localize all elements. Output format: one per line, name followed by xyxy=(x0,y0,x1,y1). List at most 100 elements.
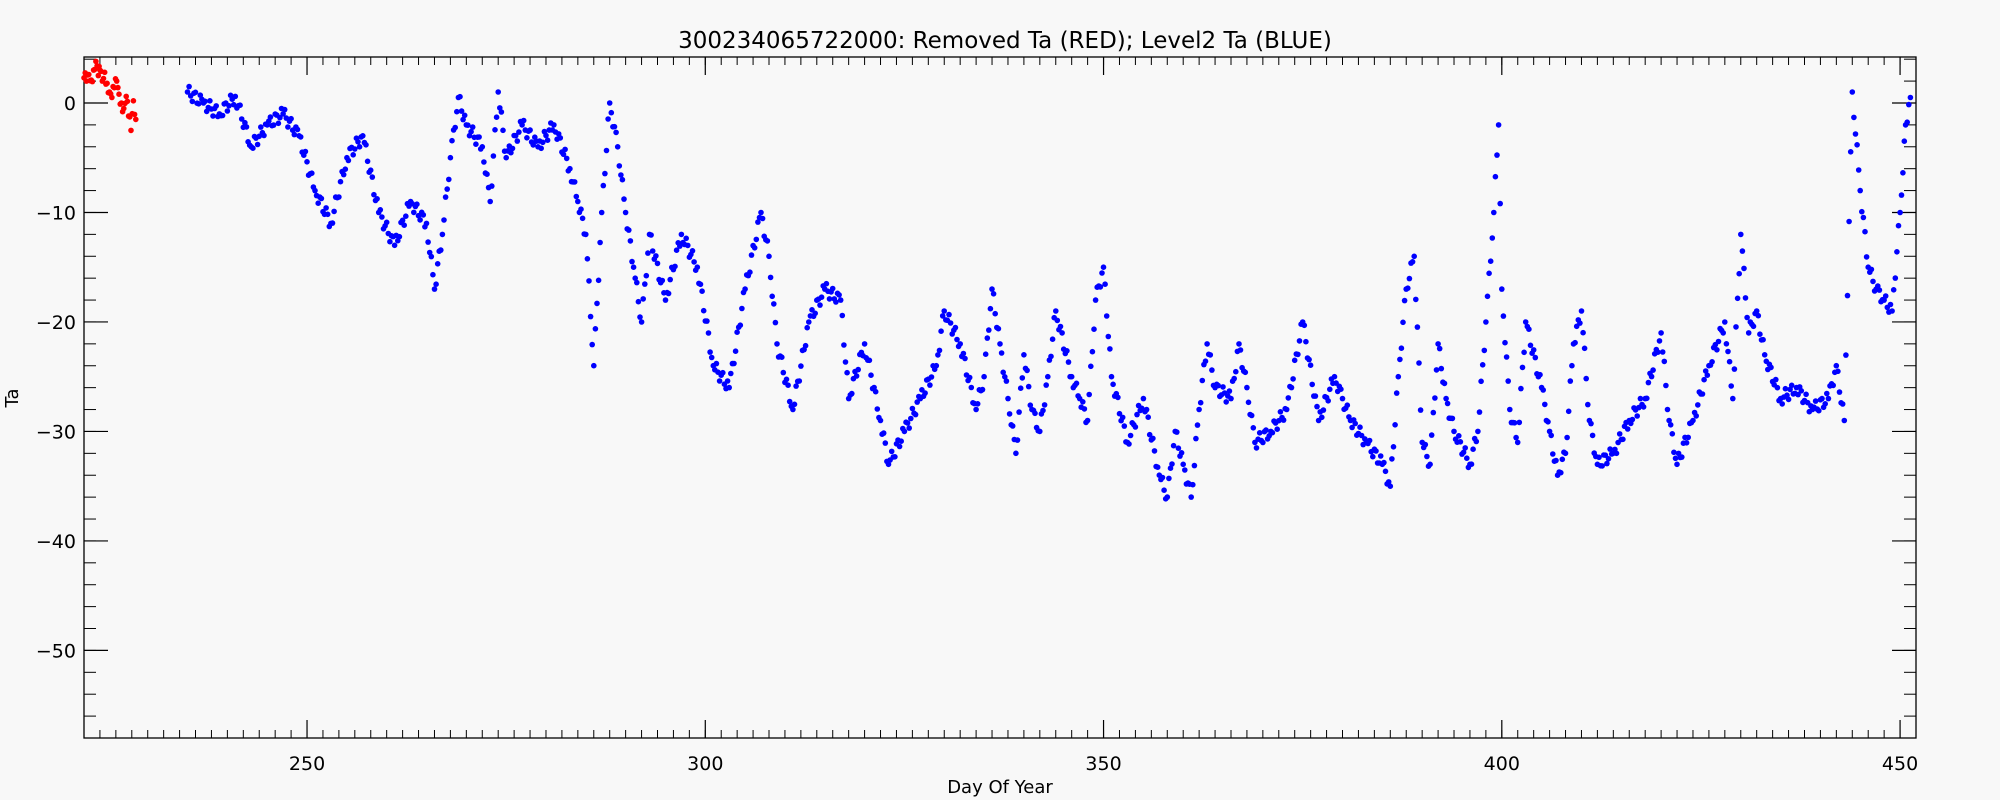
data-point xyxy=(1507,406,1513,413)
data-point xyxy=(1456,433,1462,439)
data-point xyxy=(563,155,570,162)
data-point xyxy=(941,308,947,314)
data-point xyxy=(128,127,134,134)
y-axis-label: Ta xyxy=(2,388,23,408)
data-point xyxy=(226,103,232,109)
data-point xyxy=(841,342,847,348)
data-point xyxy=(1443,395,1449,402)
data-point xyxy=(237,102,243,108)
data-point xyxy=(1194,422,1201,428)
data-point xyxy=(1366,437,1373,444)
data-point xyxy=(1188,494,1194,500)
data-point xyxy=(587,313,594,320)
data-point xyxy=(1338,386,1344,393)
data-point xyxy=(387,238,393,245)
data-point xyxy=(224,108,231,114)
data-point xyxy=(1532,354,1539,361)
data-point xyxy=(285,124,291,130)
data-point xyxy=(1530,347,1537,353)
data-point xyxy=(433,281,439,288)
data-point xyxy=(1081,406,1088,412)
data-point xyxy=(1103,313,1110,319)
data-point xyxy=(597,239,603,246)
data-point xyxy=(758,209,764,216)
data-point xyxy=(1542,401,1548,408)
data-point xyxy=(479,144,486,150)
data-point xyxy=(302,148,309,155)
data-point xyxy=(1824,390,1830,397)
data-point xyxy=(567,165,573,172)
data-point xyxy=(1540,387,1546,393)
data-point xyxy=(1191,462,1198,469)
data-point xyxy=(1596,454,1602,461)
data-point xyxy=(1760,336,1766,343)
data-point xyxy=(1049,336,1056,343)
data-point xyxy=(1894,249,1900,255)
data-point xyxy=(1779,401,1785,407)
data-point xyxy=(751,245,758,251)
data-point xyxy=(1750,323,1757,330)
data-point xyxy=(452,124,459,131)
data-point xyxy=(766,253,772,260)
data-point xyxy=(1115,394,1121,401)
data-point xyxy=(1414,324,1421,330)
data-point xyxy=(189,98,196,105)
data-point xyxy=(1161,487,1167,494)
data-point xyxy=(700,307,707,314)
data-point xyxy=(1253,445,1260,451)
x-tick-label: 300 xyxy=(687,753,723,775)
data-point xyxy=(1709,359,1715,365)
data-point xyxy=(379,214,385,220)
data-point xyxy=(938,328,944,335)
data-point xyxy=(1430,409,1437,416)
chart-title: 300234065722000: Removed Ta (RED); Level… xyxy=(678,28,1332,54)
data-point xyxy=(1003,378,1010,384)
data-point xyxy=(1870,278,1876,285)
data-point xyxy=(1753,308,1760,314)
data-point xyxy=(1204,341,1210,347)
data-point xyxy=(1389,456,1395,462)
data-point xyxy=(1658,330,1664,336)
data-point xyxy=(1819,395,1825,402)
data-point xyxy=(1140,395,1147,402)
data-point xyxy=(1761,352,1768,358)
data-point xyxy=(1382,468,1389,475)
data-point xyxy=(771,301,777,307)
data-point xyxy=(928,374,935,380)
data-point xyxy=(780,369,787,376)
data-point xyxy=(1897,209,1903,216)
data-point xyxy=(1745,330,1752,336)
data-point xyxy=(1084,417,1091,424)
data-point xyxy=(304,159,310,165)
data-point xyxy=(1562,450,1569,457)
data-point xyxy=(962,355,968,362)
data-point xyxy=(130,98,137,104)
data-point xyxy=(707,349,713,355)
data-point xyxy=(1178,450,1185,456)
data-point xyxy=(315,200,322,206)
data-point xyxy=(1478,378,1484,385)
data-point xyxy=(508,149,514,156)
data-point xyxy=(1659,349,1666,355)
data-point xyxy=(1849,89,1856,95)
data-point xyxy=(1197,399,1204,406)
data-point xyxy=(1604,460,1610,467)
data-point xyxy=(1904,119,1910,125)
data-point xyxy=(1449,415,1456,422)
data-point xyxy=(1722,319,1728,325)
data-point xyxy=(605,116,611,122)
data-point xyxy=(1661,358,1668,365)
data-point xyxy=(1464,455,1470,462)
data-point xyxy=(946,311,952,318)
data-point xyxy=(294,126,301,133)
data-point xyxy=(1263,427,1269,433)
data-point xyxy=(383,219,390,226)
data-point xyxy=(1476,409,1483,415)
data-point xyxy=(1486,270,1492,277)
data-point xyxy=(648,232,654,238)
data-point xyxy=(936,347,943,354)
data-point xyxy=(1170,442,1177,449)
data-point xyxy=(1121,423,1128,429)
data-point xyxy=(1393,390,1400,396)
